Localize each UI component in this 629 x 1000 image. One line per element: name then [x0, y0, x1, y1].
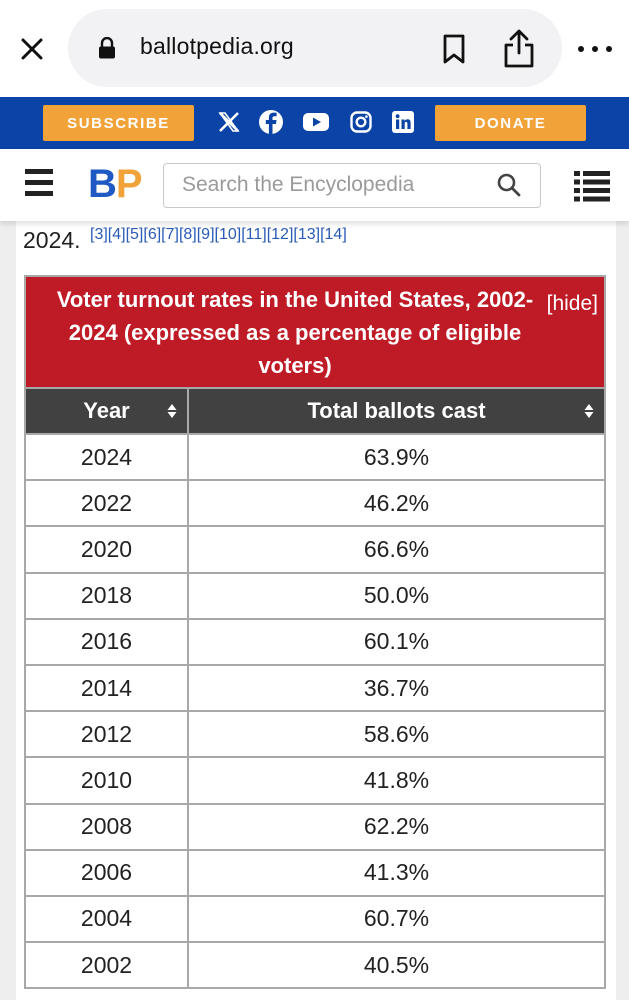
year-cell: 2018: [24, 571, 189, 620]
article-text: 2024.: [23, 227, 81, 253]
year-cell: 2010: [24, 756, 189, 805]
turnout-cell: 62.2%: [187, 802, 606, 851]
column-header-total-ballots[interactable]: Total ballots cast: [187, 387, 606, 435]
turnout-cell: 50.0%: [187, 571, 606, 620]
table-row: 2016 60.1%: [24, 617, 606, 666]
turnout-cell: 41.3%: [187, 848, 606, 897]
turnout-cell: 40.5%: [187, 941, 606, 990]
table-row: 2018 50.0%: [24, 571, 606, 620]
page-content: 2024. [3][4][5][6][7][8][9][10][11][12][…: [0, 221, 629, 1000]
sort-icon[interactable]: [167, 403, 177, 419]
turnout-cell: 41.8%: [187, 756, 606, 805]
donate-button[interactable]: DONATE: [435, 105, 586, 141]
table-row: 2004 60.7%: [24, 894, 606, 944]
column-header-label: Total ballots cast: [307, 398, 486, 423]
address-bar[interactable]: ballotpedia.org: [68, 9, 562, 87]
table-row: 2014 36.7%: [24, 663, 606, 713]
table-row: 2008 62.2%: [24, 802, 606, 851]
sort-icon[interactable]: [584, 403, 594, 419]
year-cell: 2022: [24, 479, 189, 528]
search-box[interactable]: [163, 163, 541, 208]
site-header: BP: [0, 149, 629, 221]
logo-letter-b: B: [88, 162, 117, 206]
table-row: 2002 40.5%: [24, 941, 606, 990]
ballotpedia-logo[interactable]: BP: [88, 162, 143, 207]
close-icon[interactable]: [14, 34, 50, 64]
browser-toolbar: ballotpedia.org: [0, 0, 629, 97]
table-row: 2010 41.8%: [24, 756, 606, 805]
column-header-year[interactable]: Year: [24, 387, 189, 435]
article-body: 2024. [3][4][5][6][7][8][9][10][11][12][…: [16, 221, 616, 1000]
table-caption-text: Voter turnout rates in the United States…: [56, 286, 534, 378]
year-cell: 2016: [24, 617, 189, 666]
table-row: 2020 66.6%: [24, 525, 606, 574]
year-cell: 2002: [24, 941, 189, 990]
turnout-cell: 63.9%: [187, 432, 606, 482]
url-text[interactable]: ballotpedia.org: [140, 33, 294, 59]
bookmark-icon[interactable]: [440, 33, 468, 65]
year-cell: 2020: [24, 525, 189, 574]
year-cell: 2014: [24, 663, 189, 713]
table-of-contents-icon[interactable]: [574, 169, 610, 203]
hide-toggle-link[interactable]: [hide]: [546, 292, 598, 315]
table-row: 2006 41.3%: [24, 848, 606, 897]
facebook-icon[interactable]: [258, 109, 284, 135]
search-icon[interactable]: [496, 172, 522, 198]
lock-icon: [98, 36, 116, 59]
turnout-cell: 60.1%: [187, 617, 606, 666]
year-cell: 2006: [24, 848, 189, 897]
linkedin-icon[interactable]: [390, 109, 416, 135]
search-input[interactable]: [182, 164, 482, 206]
column-header-label: Year: [83, 398, 130, 423]
voter-turnout-table: Voter turnout rates in the United States…: [24, 275, 606, 990]
share-icon[interactable]: [502, 29, 536, 69]
subscribe-button[interactable]: SUBSCRIBE: [43, 105, 194, 141]
logo-letter-p: P: [115, 162, 143, 206]
table-caption: Voter turnout rates in the United States…: [24, 275, 606, 389]
more-options-icon[interactable]: [578, 36, 612, 62]
turnout-cell: 46.2%: [187, 479, 606, 528]
youtube-icon[interactable]: [303, 109, 329, 135]
turnout-cell: 58.6%: [187, 710, 606, 759]
table-row: 2022 46.2%: [24, 479, 606, 528]
x-icon[interactable]: [216, 109, 242, 135]
hamburger-menu-icon[interactable]: [25, 169, 53, 201]
turnout-cell: 36.7%: [187, 663, 606, 713]
table-row: 2012 58.6%: [24, 710, 606, 759]
turnout-cell: 60.7%: [187, 894, 606, 944]
year-cell: 2004: [24, 894, 189, 944]
instagram-icon[interactable]: [348, 109, 374, 135]
reference-links[interactable]: [3][4][5][6][7][8][9][10][11][12][13][14…: [90, 226, 347, 243]
table-row: 2024 63.9%: [24, 432, 606, 482]
year-cell: 2008: [24, 802, 189, 851]
turnout-cell: 66.6%: [187, 525, 606, 574]
year-cell: 2024: [24, 432, 189, 482]
year-cell: 2012: [24, 710, 189, 759]
social-banner: SUBSCRIBE DONATE: [0, 97, 629, 149]
